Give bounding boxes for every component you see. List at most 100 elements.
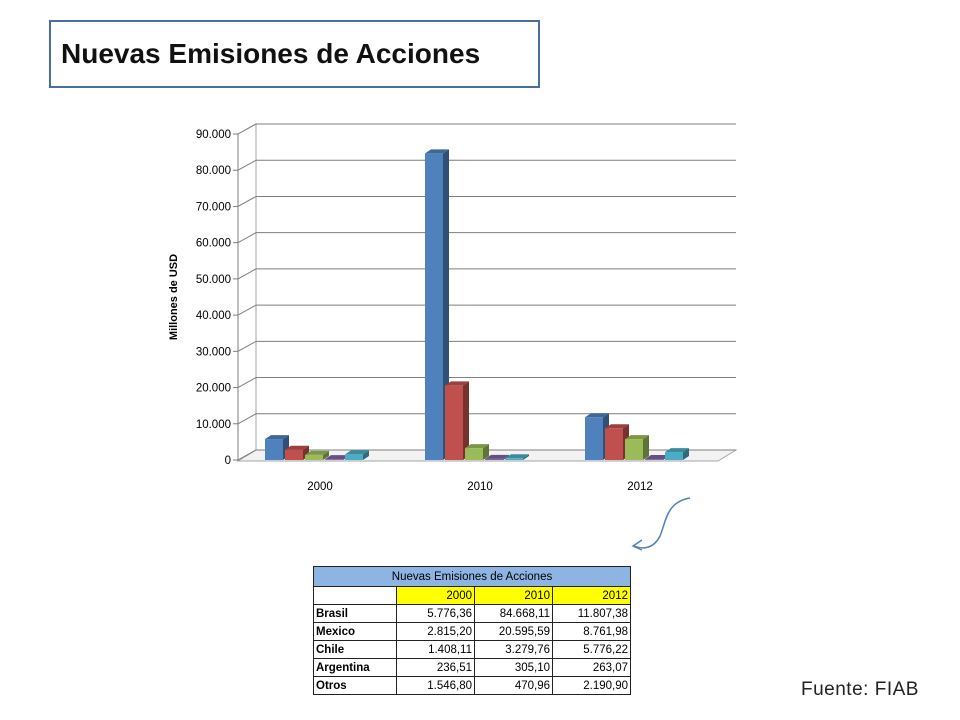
- source-note: Fuente: FIAB: [801, 679, 919, 700]
- bar-side: [483, 444, 489, 460]
- y-tick-label: 80.000: [196, 165, 231, 177]
- bar: [285, 449, 303, 460]
- table-caption: Nuevas Emisiones de Acciones: [313, 566, 631, 587]
- bar: [265, 439, 283, 460]
- table-cell: 470,96: [474, 676, 553, 695]
- gridline: [237, 377, 736, 388]
- bar: [345, 454, 363, 460]
- bar: [465, 448, 483, 460]
- bar-side: [503, 454, 509, 460]
- bar-top: [265, 435, 289, 440]
- bar-top: [625, 435, 649, 440]
- y-tick-label: 90.000: [196, 129, 231, 141]
- table-row-label: Chile: [313, 640, 397, 659]
- table-cell: 305,10: [474, 658, 553, 677]
- bar-side: [683, 448, 689, 460]
- y-tick-label: 30.000: [196, 346, 231, 358]
- gridline: [237, 413, 736, 425]
- bar-chart: 0 10.000 20.000 30.000 40.000 50.000 60.000 70.…: [168, 123, 738, 493]
- table-cell: 8.761,98: [552, 622, 631, 641]
- gridline: [237, 340, 736, 352]
- table-cell: 1.408,11: [396, 640, 475, 659]
- table-corner-cell: [313, 586, 397, 605]
- bar-side: [443, 149, 449, 460]
- bar: [605, 428, 623, 460]
- y-tick-label: 20.000: [196, 383, 231, 395]
- y-axis-title: Millones de USD: [168, 254, 180, 340]
- table-cell: 2.815,20: [396, 622, 475, 641]
- slide-title-box: Nuevas Emisiones de Acciones: [49, 20, 540, 88]
- bar-side: [323, 450, 329, 460]
- bar-top: [465, 444, 489, 449]
- bar-top: [285, 445, 309, 450]
- bar-top: [505, 454, 529, 459]
- gridline: [237, 159, 736, 171]
- table-row: Mexico 2.815,20 20.595,59 8.761,98: [313, 622, 631, 641]
- bar-side: [363, 450, 369, 460]
- table-row-label: Mexico: [313, 622, 397, 641]
- side-wall: [237, 123, 257, 461]
- bar-top: [605, 424, 629, 429]
- table-row: Argentina 236,51 305,10 263,07: [313, 658, 631, 677]
- table-header-cell: 2000: [396, 586, 475, 605]
- curved-arrow-icon: [631, 497, 691, 551]
- table-header-row: 2000 2010 2012: [313, 586, 631, 605]
- gridline: [237, 304, 736, 316]
- bar: [485, 458, 503, 460]
- table-cell: 2.190,90: [552, 676, 631, 695]
- table-row: Chile 1.408,11 3.279,76 5.776,22: [313, 640, 631, 659]
- bar: [505, 458, 523, 460]
- table-cell: 20.595,59: [474, 622, 553, 641]
- table-cell: 84.668,11: [474, 604, 553, 623]
- y-tick-label: 0: [225, 455, 231, 467]
- bar-side: [463, 381, 469, 460]
- bar: [585, 417, 603, 460]
- gridline: [237, 195, 736, 207]
- x-tick-label: 2010: [467, 481, 493, 493]
- bar: [665, 452, 683, 460]
- table-cell: 5.776,36: [396, 604, 475, 623]
- table-row: Brasil 5.776,36 84.668,11 11.807,38: [313, 604, 631, 623]
- bar: [625, 439, 643, 460]
- gridline: [237, 268, 736, 280]
- bar-top: [665, 448, 689, 453]
- table-cell: 263,07: [552, 658, 631, 677]
- table-cell: 11.807,38: [552, 604, 631, 623]
- bar: [645, 459, 663, 460]
- table-header-cell: 2010: [474, 586, 553, 605]
- table-cell: 1.546,80: [396, 676, 475, 695]
- bar: [325, 459, 343, 460]
- x-tick-label: 2000: [307, 481, 333, 493]
- bar: [445, 385, 463, 460]
- table-row: Otros 1.546,80 470,96 2.190,90: [313, 676, 631, 695]
- bar-side: [643, 435, 649, 460]
- y-tick-label: 70.000: [196, 201, 231, 213]
- y-tick-label: 60.000: [196, 238, 231, 250]
- y-tick-label: 10.000: [196, 419, 231, 431]
- y-tick-label: 50.000: [196, 274, 231, 286]
- bar-top: [585, 413, 609, 418]
- bar-top: [645, 455, 669, 460]
- bar-top: [445, 381, 469, 386]
- table-cell: 3.279,76: [474, 640, 553, 659]
- bar-top: [345, 450, 369, 455]
- gridline: [237, 123, 736, 135]
- bar: [305, 454, 323, 460]
- data-table: Nuevas Emisiones de Acciones 2000 2010 2…: [313, 566, 631, 695]
- table-row-label: Argentina: [313, 658, 397, 677]
- bar-side: [523, 454, 529, 460]
- table-row-label: Otros: [313, 676, 397, 695]
- bar-top: [305, 450, 329, 455]
- table-header-cell: 2012: [552, 586, 631, 605]
- table-cell: 236,51: [396, 658, 475, 677]
- bar-top: [425, 149, 449, 154]
- x-tick-label: 2012: [627, 481, 653, 493]
- bar-top: [325, 455, 349, 460]
- gridline: [237, 449, 736, 461]
- gridline: [237, 232, 736, 244]
- table-cell: 5.776,22: [552, 640, 631, 659]
- table-row-label: Brasil: [313, 604, 397, 623]
- bar-top: [485, 454, 509, 459]
- bar: [425, 153, 443, 460]
- slide-title: Nuevas Emisiones de Acciones: [61, 38, 481, 69]
